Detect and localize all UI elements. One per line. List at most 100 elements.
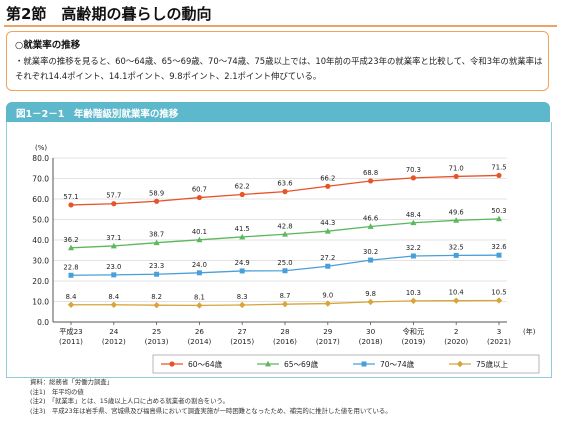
data-label: 23.3 bbox=[149, 262, 164, 270]
section-divider bbox=[4, 25, 557, 27]
data-label: 10.3 bbox=[406, 289, 421, 297]
data-label: 48.4 bbox=[406, 211, 421, 219]
y-tick-label: 70.0 bbox=[32, 175, 49, 184]
data-point bbox=[496, 215, 502, 222]
x-tick-sublabel: (2014) bbox=[187, 337, 211, 346]
x-tick-label: 25 bbox=[152, 327, 161, 336]
x-tick-sublabel: (2021) bbox=[487, 337, 511, 346]
data-label: 42.8 bbox=[277, 222, 292, 230]
legend-label: 70～74歳 bbox=[380, 359, 415, 369]
data-point bbox=[496, 172, 502, 179]
note-3: (注3) 平成23年は岩手県、宮城県及び福島県において調査実施が一時困難となった… bbox=[30, 406, 392, 415]
data-point bbox=[111, 201, 117, 207]
x-tick-sublabel: (2011) bbox=[59, 337, 83, 346]
data-label: 68.8 bbox=[363, 169, 378, 177]
data-point bbox=[196, 236, 203, 243]
data-label: 62.2 bbox=[235, 182, 250, 190]
data-label: 63.6 bbox=[277, 180, 292, 188]
data-label: 71.5 bbox=[491, 163, 506, 171]
data-point bbox=[367, 223, 374, 229]
data-point bbox=[453, 297, 460, 304]
data-point bbox=[153, 301, 160, 309]
data-label: 8.7 bbox=[280, 292, 291, 300]
data-label: 25.0 bbox=[277, 259, 292, 267]
section-title: 第2節 高齢期の暮らしの動向 bbox=[6, 5, 212, 23]
note-1: (注1) 年平均の値 bbox=[30, 387, 84, 396]
data-label: 40.1 bbox=[192, 228, 207, 236]
data-label: 8.1 bbox=[194, 293, 205, 301]
y-tick-label: 50.0 bbox=[32, 216, 49, 225]
data-label: 24.9 bbox=[235, 259, 250, 267]
data-label: 10.4 bbox=[449, 289, 464, 297]
data-label: 27.2 bbox=[320, 254, 335, 262]
data-point bbox=[282, 231, 288, 237]
data-point bbox=[239, 268, 245, 274]
x-tick-sublabel: (2017) bbox=[316, 337, 340, 346]
x-tick-label: 30 bbox=[366, 327, 376, 336]
data-label: 44.3 bbox=[320, 219, 335, 227]
x-tick-label: 平成23 bbox=[59, 327, 83, 336]
figure-title-bar: 図1－2－1 年齢階級別就業率の推移 bbox=[6, 102, 550, 122]
data-point bbox=[196, 270, 202, 276]
data-point bbox=[282, 268, 288, 274]
data-label: 37.1 bbox=[106, 234, 121, 242]
data-point bbox=[154, 198, 160, 204]
data-label: 8.4 bbox=[66, 293, 77, 301]
y-axis-unit: (%) bbox=[35, 144, 47, 152]
data-point bbox=[410, 253, 416, 259]
data-label: 32.5 bbox=[449, 243, 464, 251]
data-label: 57.1 bbox=[63, 193, 78, 201]
data-point bbox=[153, 239, 160, 246]
data-label: 23.0 bbox=[106, 263, 121, 271]
data-point bbox=[325, 183, 331, 189]
data-point bbox=[110, 242, 117, 249]
legend-marker bbox=[169, 361, 175, 367]
data-label: 50.3 bbox=[491, 207, 506, 215]
data-label: 60.7 bbox=[192, 186, 207, 194]
data-point bbox=[154, 271, 160, 277]
data-label: 8.3 bbox=[237, 293, 248, 301]
data-point bbox=[324, 227, 331, 234]
data-point bbox=[68, 244, 74, 251]
legend-marker bbox=[265, 360, 271, 367]
data-point bbox=[368, 178, 374, 184]
x-tick-label: 3 bbox=[497, 327, 502, 336]
y-tick-label: 30.0 bbox=[32, 257, 49, 266]
data-point bbox=[68, 202, 74, 208]
legend-marker bbox=[456, 360, 464, 368]
data-point bbox=[239, 191, 245, 198]
x-tick-sublabel: (2019) bbox=[401, 337, 425, 346]
summary-text: ・就業率の推移を見ると、60～64歳、65～69歳、70～74歳、75歳以上では… bbox=[15, 56, 543, 81]
data-label: 36.2 bbox=[63, 236, 78, 244]
data-label: 58.9 bbox=[149, 189, 164, 197]
data-point bbox=[325, 263, 331, 269]
data-point bbox=[368, 257, 374, 263]
x-tick-sublabel: (2016) bbox=[273, 337, 297, 346]
data-point bbox=[282, 189, 288, 195]
x-tick-sublabel: (2015) bbox=[230, 337, 254, 346]
data-point bbox=[110, 301, 117, 308]
employment-rate-chart: 0.0 10.0 20.0 30.0 40.0 50.0 60.0 70.0 80.0 (%) 平成… bbox=[32, 144, 540, 374]
data-label: 8.2 bbox=[151, 293, 162, 301]
data-label: 32.2 bbox=[406, 244, 421, 252]
legend-label: 75歳以上 bbox=[476, 359, 509, 369]
data-point bbox=[367, 298, 374, 306]
data-point bbox=[196, 194, 202, 201]
data-label: 30.2 bbox=[363, 248, 378, 256]
x-tick-label: 26 bbox=[195, 327, 205, 336]
data-point bbox=[281, 300, 289, 308]
y-tick-label: 80.0 bbox=[32, 154, 49, 163]
x-tick-label: 24 bbox=[109, 327, 119, 336]
data-label: 70.3 bbox=[406, 166, 421, 174]
legend-label: 65～69歳 bbox=[284, 359, 319, 369]
data-label: 46.6 bbox=[363, 214, 378, 222]
data-point bbox=[68, 272, 74, 278]
y-tick-label: 40.0 bbox=[32, 236, 49, 245]
x-tick-label: 28 bbox=[280, 327, 290, 336]
note-2: (注2) 「就業率」とは、15歳以上人口に占める就業者の割合をいう。 bbox=[30, 397, 229, 406]
data-point bbox=[496, 252, 502, 258]
x-tick-sublabel: (2012) bbox=[102, 337, 126, 346]
data-point bbox=[453, 173, 459, 180]
data-label: 41.5 bbox=[235, 225, 250, 233]
legend-marker bbox=[361, 361, 367, 367]
